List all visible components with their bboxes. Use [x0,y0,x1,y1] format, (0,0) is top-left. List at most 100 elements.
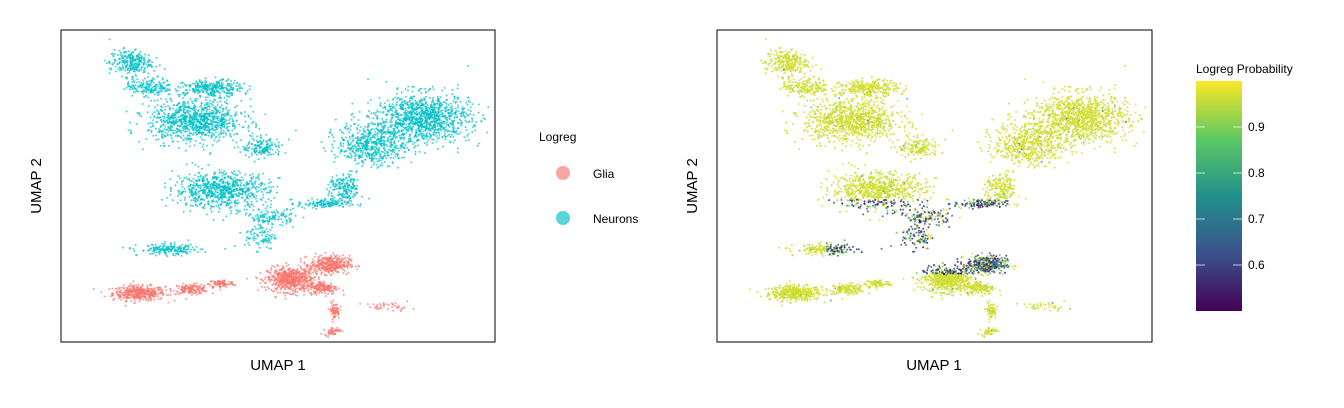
point [151,287,153,290]
point [183,287,186,290]
point [192,248,195,251]
point [224,192,227,195]
point [219,111,222,114]
point [208,152,211,155]
point [145,95,148,98]
point [207,164,210,167]
point [325,268,328,271]
point [280,218,283,220]
point [246,188,249,191]
point [245,180,248,183]
point [233,173,236,176]
point [284,273,287,276]
point [215,195,217,198]
point [162,123,165,126]
point [233,170,236,173]
point [181,185,184,188]
point [329,307,332,310]
point [244,204,247,207]
point [147,58,150,61]
point [335,266,337,269]
point [162,103,165,106]
point [324,292,327,295]
point [231,92,234,95]
point [197,184,200,187]
point [232,180,235,183]
point [125,299,128,302]
point [190,248,192,251]
point [379,303,382,305]
point [209,128,212,131]
point [131,67,134,70]
point [250,178,253,180]
point [224,112,227,115]
point [149,116,152,119]
point [193,121,196,124]
point [233,146,236,149]
point [126,63,129,66]
point [285,285,288,288]
point [178,95,181,98]
point [205,194,207,197]
point [129,69,132,72]
point [267,151,270,154]
point [228,109,231,112]
point [256,145,259,147]
point [259,134,262,137]
point [294,291,297,293]
point [311,285,314,288]
point [248,140,251,143]
point [169,133,172,136]
point [223,101,226,103]
point [146,285,149,287]
point [200,133,203,136]
point [215,126,218,129]
point [206,178,208,181]
point [177,194,180,197]
point [128,56,131,58]
point [188,178,191,180]
point [170,129,173,132]
point [167,116,170,119]
point [192,131,195,134]
point [193,282,196,285]
point [245,146,248,149]
point [142,88,145,91]
point [223,126,226,129]
point [219,190,222,193]
point [330,282,333,285]
point [157,138,160,141]
point [191,161,194,164]
point [244,154,247,157]
point [231,119,234,122]
point [170,100,173,103]
point [234,201,237,204]
point [234,283,237,286]
point [140,85,143,88]
point [255,200,258,203]
point [285,262,288,264]
point [397,305,400,308]
point [282,276,285,278]
point [205,106,207,109]
point [274,151,277,154]
point [160,105,163,108]
point [264,186,267,189]
point [250,180,252,183]
point [109,295,112,298]
point [162,144,165,147]
point [166,196,169,199]
point [299,258,302,260]
point [181,91,184,94]
point [151,65,153,68]
point [142,148,145,151]
point [206,96,209,99]
point [217,211,220,213]
point [237,146,239,149]
point [313,276,316,279]
point [324,274,327,277]
point [170,245,173,248]
point [248,204,251,207]
point [367,303,369,306]
point [345,261,348,264]
